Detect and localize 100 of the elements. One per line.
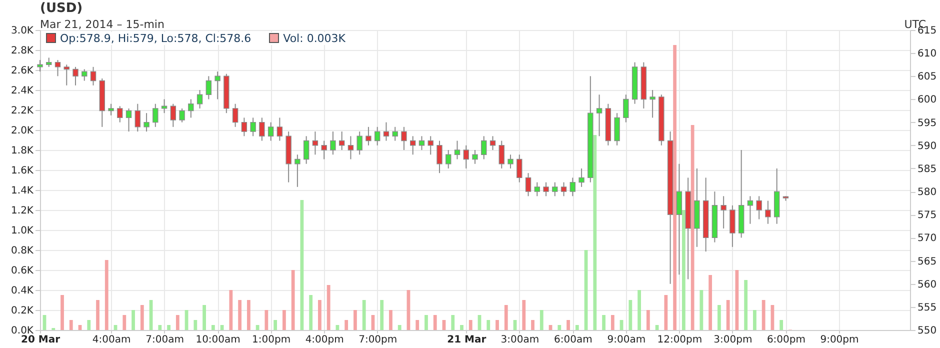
bar bbox=[602, 315, 606, 330]
bar bbox=[717, 305, 721, 330]
candlestick bbox=[170, 103, 176, 128]
y2-tick-label: 550 bbox=[918, 326, 937, 336]
y-tick-label: 0.6K bbox=[11, 266, 34, 276]
candlestick bbox=[294, 154, 300, 188]
candlestick bbox=[90, 66, 96, 86]
candlestick bbox=[730, 204, 736, 248]
candlestick bbox=[552, 182, 558, 197]
bar bbox=[593, 135, 597, 330]
bar bbox=[682, 210, 686, 330]
y-tick-label: 1.4K bbox=[11, 186, 34, 196]
candlestick bbox=[241, 117, 248, 137]
y2-tick-label: 580 bbox=[918, 187, 937, 198]
x-tick-label: 7:00pm bbox=[358, 334, 398, 346]
y2-tick-label: 615 bbox=[918, 26, 937, 36]
x-tick-label: 7:00am bbox=[146, 334, 184, 346]
annotation: Op:578.9, Hi:579, Lo:578, Cl:578.6 bbox=[59, 32, 252, 45]
candlestick bbox=[481, 136, 487, 160]
candlestick bbox=[418, 136, 425, 150]
y-tick-label: 1.8K bbox=[11, 146, 34, 156]
candlestick bbox=[446, 150, 452, 169]
candlestick bbox=[454, 140, 460, 160]
y2-tick-label: 585 bbox=[918, 164, 937, 175]
y2-tick-label: 590 bbox=[918, 140, 937, 152]
bar bbox=[646, 310, 650, 330]
candlestick bbox=[516, 154, 522, 183]
y-tick-label: 3.0K bbox=[11, 26, 34, 36]
candlestick bbox=[472, 150, 478, 164]
y-tick-label: 0.4K bbox=[11, 286, 34, 296]
bar bbox=[575, 325, 579, 330]
candlestick bbox=[152, 103, 158, 128]
x-tick-label: 3:00am bbox=[500, 334, 540, 346]
bar bbox=[451, 315, 455, 330]
y2-tick-label: 605 bbox=[918, 72, 937, 83]
candlestick bbox=[366, 126, 372, 146]
x-tick-label: 4:00pm bbox=[305, 334, 344, 346]
x-tick-label: 1:00pm bbox=[252, 334, 291, 346]
candlestick bbox=[232, 103, 238, 128]
bar bbox=[531, 320, 534, 330]
bar bbox=[416, 320, 420, 330]
candlestick bbox=[436, 140, 442, 174]
bar bbox=[132, 310, 135, 330]
bar bbox=[522, 300, 526, 330]
bar bbox=[202, 305, 206, 330]
bar bbox=[104, 260, 108, 330]
x-tick-label: 12:00pm bbox=[657, 334, 702, 346]
bar bbox=[122, 315, 126, 330]
candlestick bbox=[374, 126, 380, 146]
bar bbox=[96, 300, 100, 330]
bar bbox=[246, 300, 250, 330]
candlestick bbox=[543, 182, 549, 197]
candlestick bbox=[383, 122, 390, 142]
candlestick bbox=[276, 117, 283, 142]
bar bbox=[628, 300, 632, 330]
y-tick-label: 2.0K bbox=[11, 126, 34, 136]
candlestick bbox=[259, 117, 265, 142]
x-tick-label: 3:00pm bbox=[714, 334, 752, 346]
y-tick-label: 0.0K bbox=[11, 326, 34, 336]
bar bbox=[424, 315, 428, 330]
bar bbox=[326, 285, 330, 330]
candlestick bbox=[108, 103, 114, 116]
candlestick bbox=[508, 154, 514, 169]
bar bbox=[566, 320, 570, 330]
bar bbox=[744, 280, 748, 330]
bar bbox=[726, 300, 730, 330]
bar bbox=[238, 300, 242, 330]
candlestick bbox=[348, 136, 354, 160]
y2-tick-label: 565 bbox=[918, 256, 937, 268]
y-tick-label: 2.2K bbox=[11, 106, 34, 116]
candlestick bbox=[64, 64, 70, 86]
y-tick-label: 0.8K bbox=[11, 246, 34, 256]
y-tick-label: 1.2K bbox=[11, 206, 34, 216]
bar bbox=[664, 295, 668, 330]
y2-tick-label: 575 bbox=[918, 210, 937, 222]
bar bbox=[690, 125, 694, 330]
bar bbox=[344, 320, 348, 330]
annotation: Vol: 0.003K bbox=[282, 32, 346, 45]
chart-subtitle: Mar 21, 2014 – 15-min bbox=[40, 18, 164, 31]
bar bbox=[220, 325, 224, 330]
chart-title: (USD) bbox=[40, 1, 83, 16]
bar bbox=[700, 290, 704, 330]
x-tick-label: 6:00pm bbox=[766, 334, 806, 346]
candlestick bbox=[312, 131, 318, 156]
candlestick bbox=[303, 136, 310, 164]
bar bbox=[229, 290, 233, 330]
candlestick bbox=[392, 126, 398, 142]
candlestick bbox=[765, 200, 771, 224]
x-tick-label: 10:00am bbox=[196, 334, 240, 346]
candlestick bbox=[570, 177, 576, 197]
bar bbox=[496, 320, 499, 330]
candlestick bbox=[144, 112, 150, 132]
candlestick bbox=[720, 196, 726, 229]
bar bbox=[735, 270, 739, 330]
bar bbox=[468, 320, 472, 330]
candlestick bbox=[250, 117, 256, 137]
candlestick bbox=[161, 98, 168, 114]
candlestick bbox=[650, 90, 656, 118]
candlestick bbox=[338, 131, 345, 150]
x-tick-label: 4:00am bbox=[92, 334, 131, 346]
